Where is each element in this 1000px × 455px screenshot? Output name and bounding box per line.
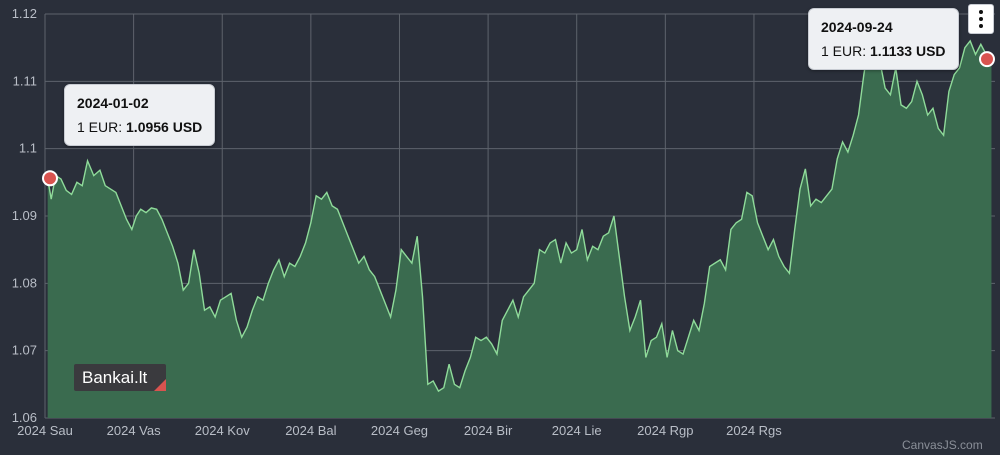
series-group	[46, 39, 992, 418]
watermark-label: Bankai.lt	[82, 368, 148, 387]
menu-dot	[979, 24, 983, 28]
tooltip-right: 2024-09-24 1 EUR: 1.1133 USD	[808, 8, 959, 70]
tooltip-left: 2024-01-02 1 EUR: 1.0956 USD	[64, 84, 216, 146]
highlight-marker[interactable]	[979, 51, 995, 68]
y-axis-ticks: 1.06 1.07 1.08 1.09 1.1 1.11 1.12	[12, 6, 37, 425]
x-tick-label: 2024 Rgp	[637, 423, 693, 438]
y-tick-label: 1.11	[13, 73, 37, 88]
x-tick-label: 2024 Kov	[195, 423, 250, 438]
x-tick-label: 2024 Geg	[371, 423, 428, 438]
y-tick-label: 1.09	[12, 208, 37, 223]
y-tick-label: 1.08	[12, 275, 37, 290]
y-tick-label: 1.06	[12, 410, 37, 425]
canvasjs-credit[interactable]: CanvasJS.com	[902, 438, 983, 452]
highlight-markers	[42, 51, 995, 187]
menu-dot	[979, 17, 983, 21]
tooltip-left-date: 2024-01-02	[77, 95, 149, 111]
highlight-marker[interactable]	[42, 170, 58, 187]
tooltip-left-prefix: 1 EUR:	[77, 119, 127, 135]
x-axis-ticks: 2024 Sau 2024 Vas 2024 Kov 2024 Bal 2024 Geg…	[17, 423, 782, 438]
x-tick-label: 2024 Rgs	[726, 423, 782, 438]
x-tick-label: 2024 Bal	[285, 423, 336, 438]
series-area	[47, 40, 992, 418]
tooltip-right-value: 1.1133 USD	[870, 43, 946, 59]
menu-dot	[979, 10, 983, 14]
tooltip-right-prefix: 1 EUR:	[821, 43, 871, 59]
kebab-menu-icon[interactable]	[968, 4, 994, 34]
x-tick-label: 2024 Lie	[552, 423, 602, 438]
bankai-watermark[interactable]: Bankai.lt	[74, 364, 166, 391]
tooltip-right-date: 2024-09-24	[821, 19, 893, 35]
watermark-corner	[154, 379, 166, 391]
tooltip-left-value: 1.0956 USD	[126, 119, 203, 135]
y-tick-label: 1.1	[19, 141, 37, 156]
x-tick-label: 2024 Sau	[17, 423, 73, 438]
y-tick-label: 1.12	[12, 6, 37, 21]
series-line	[46, 39, 992, 393]
x-tick-label: 2024 Vas	[107, 423, 161, 438]
y-tick-label: 1.07	[12, 343, 37, 358]
x-tick-label: 2024 Bir	[464, 423, 513, 438]
